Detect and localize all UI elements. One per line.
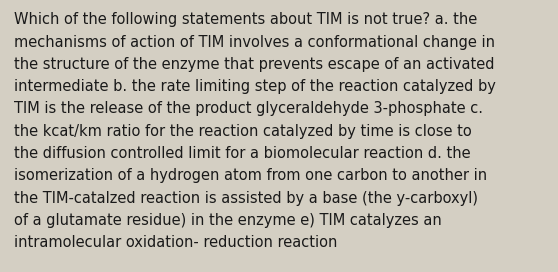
Text: isomerization of a hydrogen atom from one carbon to another in: isomerization of a hydrogen atom from on… [14, 168, 487, 183]
Text: Which of the following statements about TIM is not true? a. the: Which of the following statements about … [14, 12, 477, 27]
Text: the diffusion controlled limit for a biomolecular reaction d. the: the diffusion controlled limit for a bio… [14, 146, 470, 161]
Text: the TIM-catalzed reaction is assisted by a base (the y-carboxyl): the TIM-catalzed reaction is assisted by… [14, 191, 478, 206]
Text: TIM is the release of the product glyceraldehyde 3-phosphate c.: TIM is the release of the product glycer… [14, 101, 483, 116]
Text: intermediate b. the rate limiting step of the reaction catalyzed by: intermediate b. the rate limiting step o… [14, 79, 496, 94]
Text: of a glutamate residue) in the enzyme e) TIM catalyzes an: of a glutamate residue) in the enzyme e)… [14, 213, 442, 228]
Text: the kcat/km ratio for the reaction catalyzed by time is close to: the kcat/km ratio for the reaction catal… [14, 124, 472, 139]
Text: mechanisms of action of TIM involves a conformational change in: mechanisms of action of TIM involves a c… [14, 35, 495, 50]
Text: intramolecular oxidation- reduction reaction: intramolecular oxidation- reduction reac… [14, 235, 338, 250]
Text: the structure of the enzyme that prevents escape of an activated: the structure of the enzyme that prevent… [14, 57, 494, 72]
